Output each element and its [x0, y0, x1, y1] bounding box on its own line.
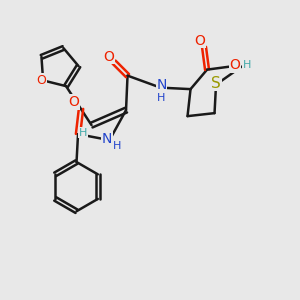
- Text: H: H: [113, 140, 121, 151]
- Text: O: O: [194, 34, 205, 47]
- Text: N: N: [156, 78, 167, 92]
- Text: O: O: [103, 50, 114, 64]
- Text: H: H: [157, 92, 166, 103]
- Text: H: H: [79, 128, 87, 138]
- Text: S: S: [211, 76, 221, 91]
- Text: O: O: [37, 74, 46, 87]
- Text: H: H: [243, 60, 251, 70]
- Text: N: N: [102, 132, 112, 145]
- Text: O: O: [68, 95, 79, 109]
- Text: O: O: [230, 58, 240, 72]
